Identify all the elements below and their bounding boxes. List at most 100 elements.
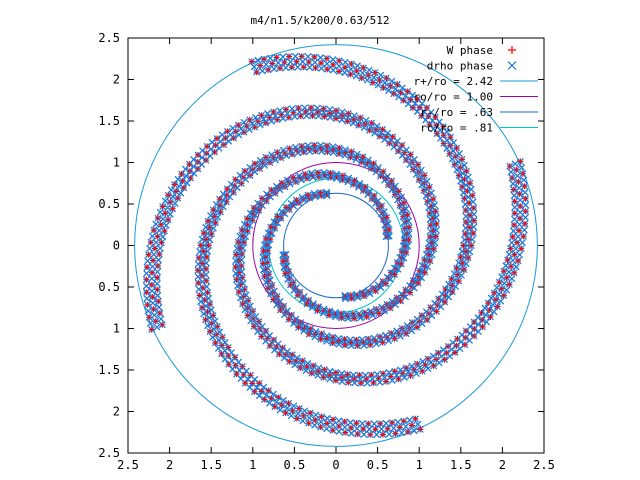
drho-point bbox=[304, 142, 312, 149]
w-point bbox=[430, 196, 437, 203]
w-point bbox=[232, 128, 239, 135]
drho-point bbox=[287, 412, 295, 420]
drho-point bbox=[518, 164, 526, 172]
w-point bbox=[186, 161, 193, 168]
w-point bbox=[238, 227, 245, 234]
drho-point bbox=[270, 65, 278, 73]
w-point bbox=[195, 254, 202, 261]
w-point bbox=[427, 257, 434, 264]
w-point bbox=[463, 168, 470, 175]
phase-points bbox=[142, 52, 530, 439]
w-point bbox=[400, 418, 407, 425]
drho-point bbox=[510, 192, 518, 199]
drho-point bbox=[341, 295, 349, 303]
w-point bbox=[314, 109, 321, 116]
y-tick-label: 1 bbox=[113, 322, 120, 336]
w-point bbox=[447, 142, 454, 149]
w-point bbox=[213, 331, 220, 338]
drho-point bbox=[402, 423, 410, 430]
w-point bbox=[266, 342, 273, 349]
w-point bbox=[468, 242, 475, 249]
w-point bbox=[362, 184, 369, 191]
w-point bbox=[250, 205, 257, 212]
w-point bbox=[295, 324, 302, 331]
drho-point bbox=[308, 169, 316, 177]
drho-point bbox=[287, 58, 294, 66]
drho-point bbox=[358, 420, 366, 428]
drho-point bbox=[432, 214, 440, 222]
drho-point bbox=[329, 421, 337, 429]
drho-point bbox=[394, 418, 402, 426]
drho-point bbox=[401, 374, 408, 381]
w-point bbox=[333, 115, 340, 122]
w-point bbox=[338, 374, 345, 381]
drho-point bbox=[392, 301, 400, 309]
w-point bbox=[257, 201, 264, 208]
drho-point bbox=[360, 430, 368, 438]
w-point bbox=[367, 341, 374, 348]
w-point bbox=[453, 145, 460, 152]
w-point bbox=[367, 431, 374, 438]
w-point bbox=[463, 219, 469, 226]
w-point bbox=[445, 343, 452, 350]
drho-point bbox=[490, 308, 498, 316]
drho-point bbox=[329, 56, 337, 63]
w-point bbox=[404, 88, 411, 95]
w-point bbox=[208, 230, 215, 237]
legend-marker-cross bbox=[507, 61, 517, 70]
drho-point bbox=[483, 318, 491, 326]
w-point bbox=[312, 417, 319, 424]
w-point bbox=[339, 112, 346, 119]
w-point bbox=[315, 368, 322, 375]
w-point bbox=[503, 274, 510, 281]
w-point bbox=[469, 192, 476, 199]
w-point bbox=[511, 210, 518, 217]
w-point bbox=[471, 217, 478, 224]
drho-point bbox=[338, 108, 346, 116]
w-point bbox=[277, 307, 284, 314]
drho-point bbox=[287, 200, 295, 207]
drho-point bbox=[390, 424, 398, 432]
w-point bbox=[251, 160, 258, 167]
drho-point bbox=[171, 199, 179, 207]
w-point bbox=[225, 361, 232, 368]
drho-point bbox=[258, 67, 266, 75]
w-point bbox=[230, 135, 237, 142]
w-point bbox=[148, 281, 155, 288]
w-point bbox=[466, 180, 473, 187]
legend: W phase drho phase r+/ro = 2.42 ro/ro = 1.0… bbox=[414, 44, 538, 135]
w-point bbox=[326, 312, 333, 319]
w-point bbox=[363, 313, 370, 320]
w-point bbox=[414, 324, 421, 331]
w-point bbox=[324, 66, 331, 73]
drho-point bbox=[378, 425, 385, 433]
w-point bbox=[251, 388, 258, 395]
w-point bbox=[351, 177, 358, 184]
w-point bbox=[375, 310, 382, 317]
drho-point bbox=[196, 248, 204, 256]
w-point bbox=[152, 318, 159, 325]
w-point bbox=[154, 286, 161, 293]
drho-point bbox=[452, 283, 460, 291]
w-point bbox=[196, 292, 203, 299]
drho-point bbox=[317, 64, 325, 72]
w-point bbox=[432, 208, 439, 215]
w-point bbox=[361, 292, 368, 299]
drho-point bbox=[443, 128, 451, 136]
drho-point bbox=[254, 56, 262, 64]
w-point bbox=[270, 108, 277, 115]
drho-point bbox=[341, 69, 349, 77]
w-point bbox=[239, 300, 246, 307]
drho-point bbox=[384, 129, 392, 137]
drho-point bbox=[326, 105, 334, 113]
drho-point bbox=[514, 172, 521, 180]
w-point bbox=[371, 192, 378, 199]
w-point bbox=[211, 149, 218, 156]
w-point bbox=[470, 230, 477, 237]
drho-point bbox=[335, 340, 343, 348]
drho-point bbox=[142, 282, 150, 290]
drho-point bbox=[353, 425, 361, 433]
drho-point bbox=[250, 63, 258, 71]
w-point bbox=[265, 278, 272, 285]
w-point bbox=[452, 349, 459, 356]
